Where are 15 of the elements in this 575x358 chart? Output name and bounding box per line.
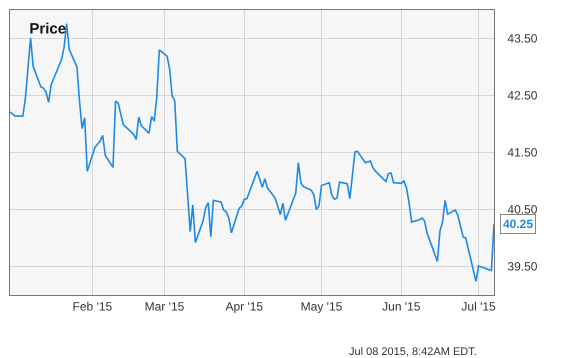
- y-tick-label: 41.50: [507, 146, 538, 160]
- y-tick-label: 42.50: [507, 88, 538, 103]
- x-tick-label: May '15: [300, 299, 343, 314]
- text: Jul 08 2015, 8:42AM EDT.: [349, 346, 477, 358]
- data-label: 40.25: [503, 217, 534, 231]
- x-tick-label: Apr '15: [225, 299, 264, 314]
- line-series: [10, 22, 494, 282]
- x-tick-label: Mar '15: [144, 299, 185, 314]
- x-tick-label: Jun '15: [382, 299, 421, 314]
- y-tick-label: 40.50: [507, 202, 538, 217]
- x-tick-label: Feb '15: [72, 299, 113, 314]
- x-tick-label: Jul '15: [461, 299, 496, 314]
- y-tick-label: 43.50: [507, 32, 538, 46]
- y-tick-label: 39.50: [507, 260, 538, 274]
- text: Price: [29, 20, 66, 38]
